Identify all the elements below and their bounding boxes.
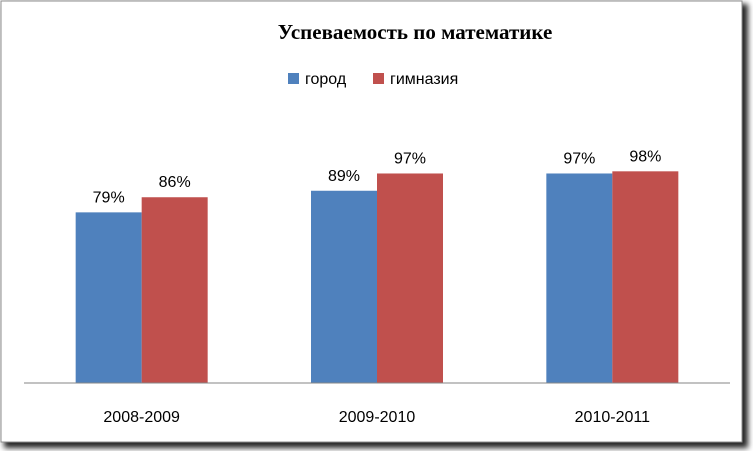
bar-гимназия-2008-2009 [141, 197, 208, 383]
bar-город-2008-2009 [75, 212, 142, 383]
x-tick-label-2008-2009: 2008-2009 [103, 409, 180, 426]
x-tick-label-2010-2011: 2010-2011 [575, 409, 650, 426]
legend-label-gimnaziya: гимназия [390, 71, 458, 88]
legend-swatch-gimnaziya [373, 73, 384, 84]
data-label-город-2008-2009: 79% [93, 189, 125, 206]
bar-гимназия-2010-2011 [612, 171, 679, 383]
bar-гимназия-2009-2010 [377, 173, 443, 383]
data-label-гимназия-2008-2009: 86% [159, 174, 191, 191]
legend: город гимназия [288, 71, 458, 88]
data-label-гимназия-2010-2011: 98% [629, 148, 661, 165]
data-label-город-2009-2010: 89% [328, 168, 360, 185]
x-tick-label-2009-2010: 2009-2010 [339, 409, 416, 426]
plot-area: 79% 86% 2008-2009 89% 97% 2009-2010 97% 98% 2010… [24, 148, 730, 426]
chart-title: Успеваемость по математике [278, 20, 553, 44]
bar-город-2009-2010 [311, 190, 377, 383]
legend-swatch-gorod [288, 73, 299, 84]
data-label-город-2010-2011: 97% [563, 150, 595, 167]
bar-город-2010-2011 [546, 173, 613, 383]
data-label-гимназия-2009-2010: 97% [394, 150, 426, 167]
legend-label-gorod: город [305, 71, 347, 88]
